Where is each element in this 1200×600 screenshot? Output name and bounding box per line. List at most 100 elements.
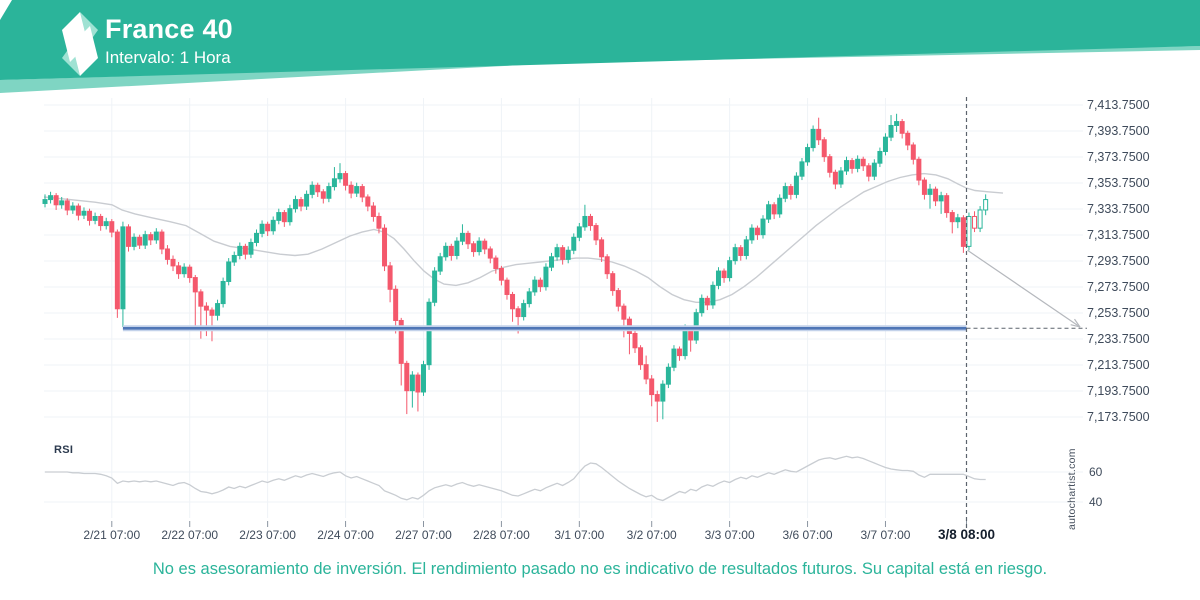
candle (343, 173, 349, 186)
candle (320, 191, 326, 199)
candle (860, 158, 866, 167)
candle (237, 245, 243, 256)
candle (543, 266, 549, 288)
price-axis-label: 7,213.7500 (1087, 358, 1150, 372)
price-axis-label: 7,413.7500 (1087, 98, 1150, 112)
candle (209, 309, 215, 316)
candle (120, 226, 126, 310)
candle (248, 241, 254, 255)
date-label: 2/28 07:00 (473, 528, 530, 542)
candle (382, 227, 388, 267)
candle (159, 231, 165, 250)
price-axis-label: 7,353.7500 (1087, 176, 1150, 190)
candle (114, 231, 120, 310)
candle (877, 150, 883, 164)
candle (220, 280, 226, 305)
candle (955, 217, 961, 223)
candle (409, 374, 415, 392)
rsi-guide-label: 60 (1089, 465, 1103, 479)
candle (866, 165, 872, 177)
candle (181, 266, 187, 275)
candle (510, 293, 516, 310)
candle (832, 171, 838, 185)
candle (960, 217, 966, 247)
candle (137, 236, 143, 246)
date-label: 3/2 07:00 (627, 528, 677, 542)
candle (270, 219, 276, 232)
candle (615, 290, 621, 307)
candle (265, 223, 271, 232)
price-axis-label: 7,253.7500 (1087, 306, 1150, 320)
candle (738, 247, 744, 256)
candle (599, 239, 605, 258)
candle (654, 394, 660, 402)
date-label: 2/27 07:00 (395, 528, 452, 542)
candle (927, 188, 933, 195)
candle-forecast (966, 215, 972, 247)
candle (504, 279, 510, 295)
candle (749, 227, 755, 241)
price-axis-label: 7,373.7500 (1087, 150, 1150, 164)
candle (816, 128, 822, 141)
candle (938, 195, 944, 202)
candle (254, 232, 260, 243)
candle (292, 199, 298, 210)
candle (805, 147, 811, 163)
candle (198, 291, 204, 307)
date-label: 2/22 07:00 (161, 528, 218, 542)
candle (610, 273, 616, 292)
candle (87, 210, 93, 221)
candle (715, 270, 721, 286)
candle (660, 383, 666, 402)
rsi-guide-label: 40 (1089, 495, 1103, 509)
price-axis-label: 7,313.7500 (1087, 228, 1150, 242)
candle (109, 221, 115, 233)
candle (593, 225, 599, 241)
date-label: 3/6 07:00 (783, 528, 833, 542)
candle-forecast (983, 199, 989, 211)
watermark: autochartist.com (1066, 448, 1078, 530)
header-banner (0, 0, 1200, 93)
candle (92, 215, 98, 221)
candle (482, 240, 488, 250)
candle (465, 232, 471, 245)
candle (359, 186, 365, 198)
candle (487, 248, 493, 259)
candle (732, 247, 738, 262)
candle (298, 199, 304, 207)
candle (910, 144, 916, 160)
candle (164, 248, 170, 260)
candle (259, 223, 265, 234)
candle (949, 212, 955, 223)
rsi-line (45, 455, 986, 502)
candle (131, 236, 137, 247)
candle (838, 170, 844, 185)
candle (404, 362, 410, 392)
candle (560, 247, 566, 260)
candle (621, 305, 627, 320)
candle (393, 288, 399, 321)
ma-line (43, 172, 1004, 303)
date-label: 2/21 07:00 (83, 528, 140, 542)
candle (894, 121, 900, 126)
candle (203, 305, 209, 311)
candle (365, 196, 371, 207)
candle (821, 139, 827, 158)
candle (899, 121, 905, 134)
candle (933, 188, 939, 202)
price-axis-label: 7,333.7500 (1087, 202, 1150, 216)
rsi-label: RSI (54, 444, 74, 456)
candle (849, 160, 855, 169)
candle (565, 249, 571, 260)
candle (231, 254, 237, 263)
forecast-arrow (967, 249, 1081, 328)
candle (871, 162, 877, 177)
interval-subtitle: Intervalo: 1 Hora (105, 48, 231, 67)
candle (142, 234, 148, 246)
candle (471, 243, 477, 253)
candle (526, 291, 532, 305)
candle (48, 195, 54, 201)
candle (348, 184, 354, 194)
candle (53, 195, 59, 206)
candle (671, 348, 677, 368)
